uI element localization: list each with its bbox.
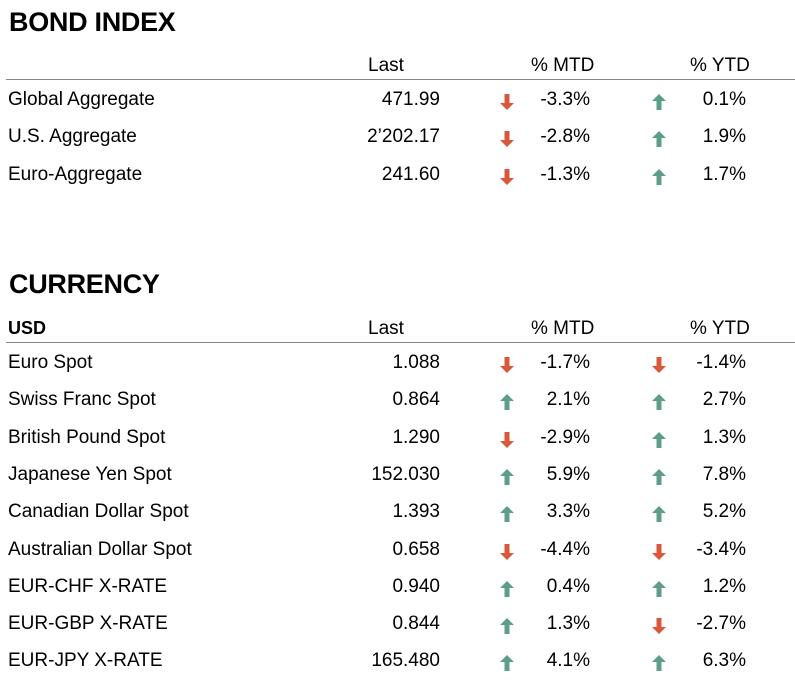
currency-header-mtd: % MTD [531, 318, 595, 339]
currency-table-header: USD Last % MTD % YTD [0, 314, 795, 342]
arrow-up-icon [499, 580, 515, 598]
arrow-up-icon [499, 505, 515, 523]
row-last-value: 165.480 [371, 650, 440, 672]
row-last-value: 152.030 [371, 463, 440, 485]
arrow-up-icon [499, 617, 515, 635]
arrow-up-icon [651, 168, 667, 186]
currency-header-ytd: % YTD [690, 318, 750, 339]
row-mtd-value: 4.1% [546, 650, 590, 672]
arrow-down-icon [651, 543, 667, 561]
bond-header-ytd: % YTD [690, 55, 750, 76]
row-mtd-value: 5.9% [546, 463, 590, 485]
bond-header-rule [6, 79, 795, 80]
row-ytd-value: 6.3% [702, 650, 746, 672]
arrow-down-icon [651, 356, 667, 374]
row-ytd-value: -3.4% [696, 538, 746, 560]
row-name: Euro-Aggregate [8, 163, 143, 185]
table-row: Euro-Aggregate 241.60 -1.3% 1.7% [0, 157, 795, 194]
table-row: British Pound Spot 1.290 -2.9% 1.3% [0, 420, 795, 457]
bond-header-last: Last [368, 55, 404, 76]
arrow-down-icon [499, 356, 515, 374]
arrow-down-icon [499, 93, 515, 111]
arrow-up-icon [651, 580, 667, 598]
row-last-value: 1.088 [392, 352, 440, 373]
arrow-down-icon [499, 543, 515, 561]
arrow-down-icon [651, 617, 667, 635]
row-name: Swiss Franc Spot [8, 389, 156, 411]
arrow-up-icon [651, 393, 667, 411]
arrow-up-icon [651, 654, 667, 672]
row-ytd-value: 7.8% [702, 463, 746, 485]
arrow-down-icon [499, 168, 515, 186]
row-last-value: 0.844 [392, 613, 440, 635]
arrow-up-icon [651, 130, 667, 148]
arrow-up-icon [499, 393, 515, 411]
row-ytd-value: 0.1% [702, 89, 746, 110]
row-last-value: 0.864 [392, 389, 440, 411]
row-name: EUR-GBP X-RATE [8, 613, 168, 635]
row-ytd-value: 1.7% [702, 163, 746, 185]
row-name: U.S. Aggregate [8, 126, 137, 148]
row-last-value: 0.658 [392, 538, 440, 560]
row-name: Australian Dollar Spot [8, 538, 192, 560]
table-row: Global Aggregate 471.99 -3.3% 0.1% [0, 82, 795, 119]
row-last-value: 1.393 [392, 501, 440, 523]
row-mtd-value: -3.3% [540, 89, 590, 110]
row-mtd-value: -2.8% [540, 126, 590, 148]
currency-header-last: Last [368, 318, 404, 339]
table-row: Swiss Franc Spot 0.864 2.1% 2.7% [0, 382, 795, 419]
table-row: U.S. Aggregate 2’202.17 -2.8% 1.9% [0, 119, 795, 156]
row-mtd-value: -1.3% [540, 163, 590, 185]
arrow-down-icon [499, 431, 515, 449]
arrow-up-icon [651, 93, 667, 111]
table-row: EUR-CHF X-RATE 0.940 0.4% 1.2% [0, 569, 795, 606]
row-name: Euro Spot [8, 352, 93, 373]
row-mtd-value: -4.4% [540, 538, 590, 560]
table-row: Japanese Yen Spot 152.030 5.9% 7.8% [0, 457, 795, 494]
row-last-value: 2’202.17 [367, 126, 440, 148]
table-row: EUR-GBP X-RATE 0.844 1.3% -2.7% [0, 606, 795, 643]
bond-table-header: Last % MTD % YTD [0, 51, 795, 79]
row-name: Canadian Dollar Spot [8, 501, 189, 523]
row-name: Japanese Yen Spot [8, 463, 172, 485]
row-mtd-value: -2.9% [540, 426, 590, 448]
currency-base-label: USD [8, 318, 47, 338]
arrow-up-icon [651, 431, 667, 449]
row-name: EUR-JPY X-RATE [8, 650, 163, 672]
row-ytd-value: -1.4% [696, 352, 746, 373]
row-last-value: 1.290 [392, 426, 440, 448]
bond-index-title: BOND INDEX [9, 7, 176, 37]
row-name: EUR-CHF X-RATE [8, 575, 168, 597]
arrow-down-icon [499, 130, 515, 148]
arrow-up-icon [499, 468, 515, 486]
row-mtd-value: 1.3% [546, 613, 590, 635]
row-ytd-value: 2.7% [702, 389, 746, 411]
row-name: Global Aggregate [8, 89, 155, 110]
row-mtd-value: 3.3% [546, 501, 590, 523]
row-name: British Pound Spot [8, 426, 166, 448]
currency-title: CURRENCY [9, 269, 160, 299]
row-last-value: 471.99 [381, 89, 440, 110]
row-ytd-value: 1.9% [702, 126, 746, 148]
table-row: Euro Spot 1.088 -1.7% -1.4% [0, 345, 795, 382]
row-ytd-value: 1.3% [702, 426, 746, 448]
table-row: EUR-JPY X-RATE 165.480 4.1% 6.3% [0, 643, 795, 680]
arrow-up-icon [651, 505, 667, 523]
currency-header-rule [6, 342, 795, 343]
row-last-value: 0.940 [392, 575, 440, 597]
row-mtd-value: 0.4% [546, 575, 590, 597]
row-mtd-value: -1.7% [540, 352, 590, 373]
arrow-up-icon [499, 654, 515, 672]
bond-header-mtd: % MTD [531, 55, 595, 76]
table-row: Canadian Dollar Spot 1.393 3.3% 5.2% [0, 494, 795, 531]
row-last-value: 241.60 [381, 163, 440, 185]
arrow-up-icon [651, 468, 667, 486]
table-row: Australian Dollar Spot 0.658 -4.4% -3.4% [0, 532, 795, 569]
row-mtd-value: 2.1% [546, 389, 590, 411]
row-ytd-value: 5.2% [702, 501, 746, 523]
row-ytd-value: -2.7% [696, 613, 746, 635]
row-ytd-value: 1.2% [702, 575, 746, 597]
